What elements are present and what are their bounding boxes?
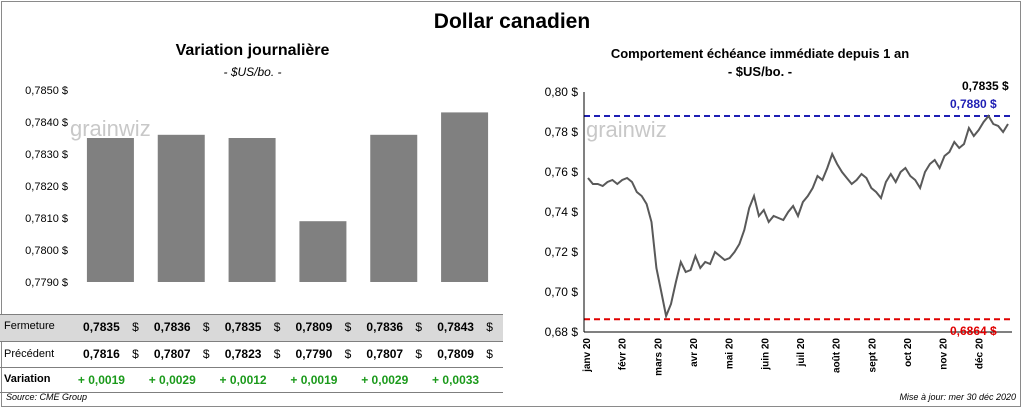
watermark-text: grainwiz [586,117,667,142]
table-cell: 0,7816 [83,347,120,361]
currency-symbol: $ [344,347,352,361]
y-tick-label: 0,7800 $ [25,245,68,257]
x-tick-label: janv 20 [582,338,593,373]
currency-symbol: $ [486,347,493,361]
table-cell: 0,7835 [83,320,120,334]
currency-symbol: $ [273,320,281,334]
table-cell: + 0,0029 [361,373,409,387]
table-cell: 0,7790 [295,347,333,361]
row-label-precedent: Précédent [4,348,55,360]
currency-symbol: $ [132,347,139,361]
bar [370,134,418,282]
x-tick-label: juin 20 [760,338,771,371]
y-tick-label: 0,7840 $ [25,117,68,129]
x-tick-label: juil 20 [796,338,807,368]
x-tick-label: sept 20 [867,338,878,373]
current-value-label: 0,7835 $ [962,79,1009,93]
table-cell: + 0,0019 [77,373,125,387]
x-tick-label: oct 20 [903,338,914,367]
table-cell: + 0,0019 [290,373,338,387]
y-tick-label: 0,68 $ [545,325,579,339]
x-tick-label: févr 21 [162,299,201,300]
row-label-variation: Variation [4,373,51,385]
update-note: Mise à jour: mer 30 déc 2020 [899,392,1016,402]
bar [86,138,134,282]
x-tick-label: mai 20 [725,338,736,370]
currency-symbol: $ [132,320,139,334]
x-tick-label: sept 21 [444,299,486,300]
bar [157,134,205,282]
row-separator [0,392,503,393]
currency-symbol: $ [415,347,423,361]
table-cell: 0,7843 [437,320,474,334]
table-cell: + 0,0029 [148,373,196,387]
currency-symbol: $ [344,320,352,334]
table-cell: 0,7807 [366,347,404,361]
table-cell: 0,7809 [437,347,474,361]
x-tick-label: nov 20 [939,338,950,370]
right-chart-subtitle: - $US/bo. - [727,64,793,79]
y-tick-label: 0,70 $ [545,285,579,299]
bar [228,138,276,282]
min-value-label: 0,6864 $ [950,324,997,338]
table-cell: 0,7823 [224,347,262,361]
bar [441,112,489,283]
row-separator [0,367,503,368]
y-tick-label: 0,78 $ [545,125,579,139]
table-cell: 0,7807 [153,347,191,361]
left-chart-subtitle: - $US/bo. - [223,65,282,79]
source-note: Source: CME Group [6,392,88,402]
table-cell: + 0,0012 [219,373,267,387]
x-tick-label: août 20 [832,338,843,373]
fermeture-row-band [0,314,503,342]
y-tick-label: 0,7810 $ [25,213,68,225]
table-cell: 0,7835 [224,320,262,334]
currency-symbol: $ [202,347,210,361]
y-tick-label: 0,7790 $ [25,277,68,289]
y-tick-label: 0,7830 $ [25,149,68,161]
currency-symbol: $ [273,347,281,361]
x-tick-label: févr 20 [618,338,629,371]
currency-symbol: $ [415,320,423,334]
daily-variation-bar-chart: 0,7790 $ 0,7800 $ 0,7810 $ 0,7820 $ 0,7830 $… [25,85,489,300]
y-tick-label: 0,72 $ [545,245,579,259]
y-tick-label: 0,80 $ [545,85,579,99]
table-cell: + 0,0033 [432,373,480,387]
bar [299,221,347,282]
x-tick-label: mars 21 [229,299,275,300]
y-tick-label: 0,7850 $ [25,85,68,97]
currency-symbol: $ [486,320,493,334]
left-chart-title: Variation journalière [175,42,330,59]
x-tick-label: janv 21 [89,299,131,300]
main-title: Dollar canadien [433,10,591,33]
table-cell: 0,7836 [366,320,404,334]
y-tick-label: 0,7820 $ [25,181,68,193]
watermark-text: grainwiz [70,116,151,141]
series-line [587,114,1009,320]
x-tick-label: avr 21 [306,299,341,300]
currency-symbol: $ [202,320,210,334]
row-label-fermeture: Fermeture [4,320,55,332]
x-tick-label: déc 20 [974,338,985,370]
x-tick-label: juin 21 [374,299,413,300]
y-tick-label: 0,74 $ [545,205,579,219]
max-value-label: 0,7880 $ [950,97,997,111]
table-cell: 0,7809 [295,320,333,334]
x-tick-label: avr 20 [689,338,700,367]
x-tick-label: mars 20 [653,338,664,376]
right-chart-title: Comportement échéance immédiate depuis 1… [610,46,910,61]
y-tick-label: 0,76 $ [545,165,579,179]
table-cell: 0,7836 [153,320,191,334]
